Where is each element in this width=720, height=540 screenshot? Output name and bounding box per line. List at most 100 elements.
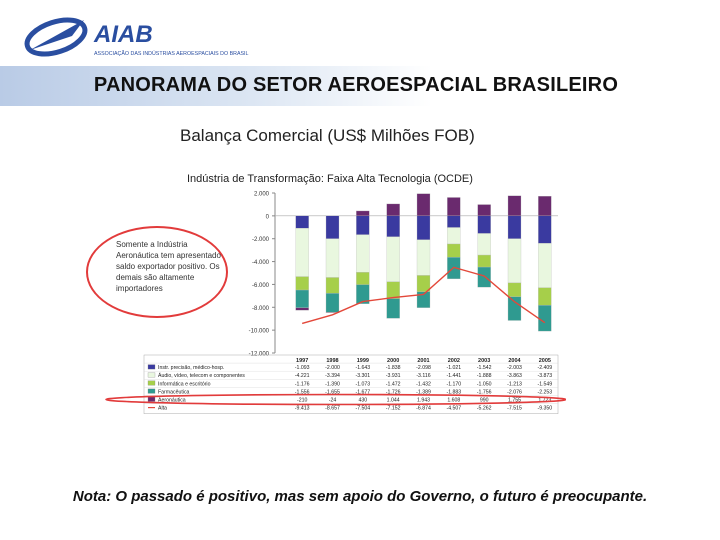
data-label: -2.409 (537, 365, 552, 371)
data-label: -1.542 (477, 365, 492, 371)
chart-subtitle: Indústria de Transformação: Faixa Alta T… (187, 173, 473, 185)
bar-segment (416, 215, 431, 240)
bar-segment (325, 238, 340, 278)
bar-segment (538, 215, 552, 244)
bar-segment (295, 307, 309, 311)
data-label: -1.556 (295, 389, 310, 395)
data-label: -1.390 (325, 381, 340, 387)
data-label: -3.301 (355, 373, 370, 379)
bar-segment (507, 282, 522, 297)
bar-segment (416, 275, 431, 292)
logo-swoosh-icon (24, 17, 88, 57)
bar-segment (507, 238, 522, 284)
data-table-border (143, 354, 559, 414)
bar-segment (386, 236, 400, 282)
data-label: -1.073 (355, 381, 370, 387)
data-label: -1.213 (507, 381, 522, 387)
x-category-label: 2001 (417, 358, 429, 364)
bar-segment (477, 204, 491, 217)
data-label: -1.170 (446, 381, 461, 387)
bar-segment (416, 291, 431, 308)
logo-tagline: ASSOCIAÇÃO DAS INDÚSTRIAS AEROESPACIAIS … (94, 50, 248, 57)
bar-segment (507, 215, 522, 239)
x-category-label: 1997 (296, 358, 308, 364)
data-label: 1.723 (538, 398, 551, 404)
data-label: -6.874 (416, 406, 431, 412)
data-label: -1.549 (537, 381, 552, 387)
y-tick-label: -6.000 (252, 283, 270, 289)
chart-title: Balança Comercial (US$ Milhões FOB) (180, 126, 475, 145)
bar-segment (447, 215, 461, 228)
data-label: -4.507 (446, 406, 461, 412)
bar-segment (538, 243, 552, 288)
data-label: -1.726 (386, 389, 401, 395)
x-category-label: 2002 (448, 358, 460, 364)
data-label: -1.655 (325, 389, 340, 395)
data-label: 1.044 (387, 398, 400, 404)
y-tick-label: -2.000 (252, 237, 270, 243)
bar-segment (356, 215, 370, 235)
data-label: 1.755 (508, 398, 521, 404)
data-label: -1.472 (386, 381, 401, 387)
legend-label: Instr. precisão, médico-hosp. (158, 365, 224, 371)
data-label: -7.515 (507, 406, 522, 412)
x-category-label: 1998 (326, 358, 338, 364)
y-tick-label: -4.000 (252, 260, 270, 266)
bar-segment (325, 215, 340, 239)
callout-circle (86, 226, 228, 318)
data-label: -1.093 (295, 365, 310, 371)
legend-swatch (147, 372, 156, 378)
data-label: -1.389 (416, 389, 431, 395)
y-tick-label: -10.000 (249, 329, 270, 335)
y-tick-label: -12.000 (249, 352, 270, 358)
data-label: -210 (297, 398, 307, 404)
bar-segment (538, 196, 552, 217)
data-label: -2.076 (507, 389, 522, 395)
data-label: -24 (329, 398, 337, 404)
title-bar (0, 66, 720, 106)
data-label: -8.657 (325, 406, 340, 412)
data-label: 1.943 (417, 398, 430, 404)
bar-segment (416, 193, 431, 217)
bar-segment (477, 254, 491, 268)
legend-label: Aeronáutica (158, 398, 186, 404)
logo-arrow-icon (30, 20, 84, 50)
data-label: -2.000 (325, 365, 340, 371)
aiab-logo: AIAB ASSOCIAÇÃO DAS INDÚSTRIAS AEROESPAC… (24, 17, 248, 57)
data-label: -1.888 (477, 373, 492, 379)
bar-segment (477, 215, 491, 234)
bar-segment (295, 215, 309, 229)
y-tick-label: -8.000 (252, 306, 270, 312)
bar-segment (295, 289, 309, 308)
data-label: -1.441 (446, 373, 461, 379)
trade-balance-chart: 2.000 0 -2.000 -4.000 -6.000 -8.000 -10.000 -12… (105, 192, 566, 414)
footer-note: Nota: O passado é positivo, mas sem apoi… (72, 488, 648, 505)
data-label: -2.003 (507, 365, 522, 371)
legend-label: Farmacêutica (158, 389, 190, 395)
data-label: -2.098 (416, 365, 431, 371)
bar-segment (295, 228, 309, 277)
data-label: -1.677 (355, 389, 370, 395)
data-label: -1.050 (477, 381, 492, 387)
legend-swatch (147, 396, 156, 402)
data-label: -7.152 (386, 406, 401, 412)
data-label: -1.432 (416, 381, 431, 387)
bar-segment (386, 281, 400, 299)
data-label: -3.863 (507, 373, 522, 379)
data-label: -7.504 (355, 406, 370, 412)
bar-segment (507, 195, 522, 217)
bar-segment (356, 210, 370, 217)
bar-segment (356, 272, 370, 285)
logo-name: AIAB (93, 21, 153, 48)
legend-label: Alta (158, 406, 167, 412)
bar-segment (447, 197, 461, 217)
data-label: -1.838 (386, 365, 401, 371)
data-label: -9.350 (537, 406, 552, 412)
page-title: PANORAMA DO SETOR AEROESPACIAL BRASILEIR… (93, 74, 619, 96)
bar-segment (538, 305, 552, 332)
bar-segment (416, 239, 431, 276)
bar-segment (386, 203, 400, 217)
data-label: -2.253 (537, 389, 552, 395)
bar-segment (477, 266, 491, 288)
aeronautica-highlight (105, 393, 566, 406)
